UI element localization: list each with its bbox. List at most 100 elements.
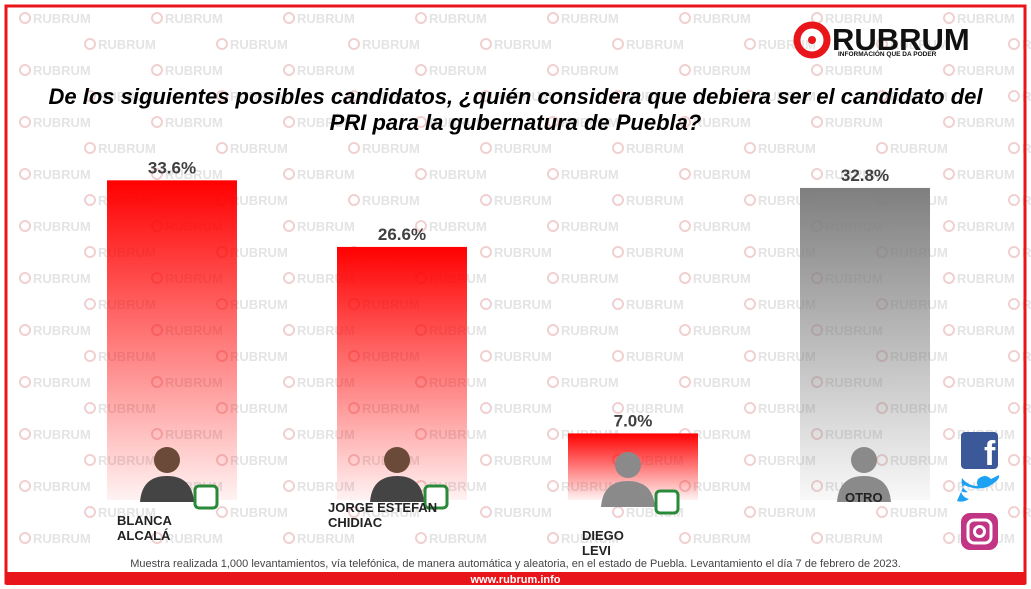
facebook-icon[interactable]	[961, 432, 998, 469]
watermark-dot	[151, 532, 163, 544]
logo-name: RUBRUM	[832, 22, 970, 57]
watermark: RUBRUM	[561, 115, 619, 130]
twitter-icon[interactable]	[957, 475, 1000, 502]
watermark: RUBRUM	[165, 115, 223, 130]
watermark-dot	[348, 38, 360, 50]
watermark: RUBRUM	[429, 63, 487, 78]
logo-tagline: INFORMACIÓN QUE DA PODER	[838, 49, 937, 58]
watermark: RUBRUM	[494, 89, 552, 104]
watermark-dot	[679, 532, 691, 544]
watermark: RUBRUM	[362, 141, 420, 156]
candidate-head	[851, 447, 877, 473]
watermark: RUBRUM	[693, 479, 751, 494]
watermark-dot	[811, 12, 823, 24]
category-label: JORGE ESTEFAN CHIDIAC	[328, 500, 438, 530]
watermark-dot	[744, 142, 756, 154]
watermark: RUBRUM	[297, 219, 355, 234]
watermark: RUBRUM	[494, 297, 552, 312]
watermark-dot	[811, 116, 823, 128]
watermark-dot	[943, 168, 955, 180]
watermark-dot	[216, 90, 228, 102]
watermark: RUBRUM	[693, 375, 751, 390]
watermark: RUBRUM	[494, 245, 552, 260]
watermark-dot	[283, 168, 295, 180]
watermark-dot	[943, 116, 955, 128]
watermark-dot	[283, 428, 295, 440]
watermark-dot	[19, 220, 31, 232]
watermark-dot	[547, 116, 559, 128]
watermark-dot	[679, 64, 691, 76]
watermark-dot	[1008, 350, 1020, 362]
watermark-dot	[679, 272, 691, 284]
watermark: RUBRUM	[957, 375, 1015, 390]
watermark: RUBRUM	[825, 167, 883, 182]
watermark-dot	[612, 38, 624, 50]
watermark: RUBRUM	[33, 375, 91, 390]
watermark: RUBRUM	[825, 63, 883, 78]
watermark: RUBRUM	[693, 531, 751, 546]
watermark-dot	[679, 168, 691, 180]
website[interactable]: www.rubrum.info	[470, 574, 561, 586]
watermark-dot	[415, 116, 427, 128]
watermark-dot	[415, 168, 427, 180]
watermark: RUBRUM	[758, 37, 816, 52]
value-label: 32.8%	[841, 166, 889, 185]
watermark-dot	[84, 194, 96, 206]
watermark-dot	[943, 428, 955, 440]
watermark: RUBRUM	[494, 401, 552, 416]
watermark: RUBRUM	[561, 167, 619, 182]
watermark: RUBRUM	[825, 115, 883, 130]
watermark: RUBRUM	[33, 323, 91, 338]
watermark-dot	[612, 194, 624, 206]
watermark-dot	[943, 480, 955, 492]
category-label: DIEGO LEVI	[582, 528, 624, 558]
watermark: RUBRUM	[494, 349, 552, 364]
watermark-dot	[216, 506, 228, 518]
watermark: RUBRUM	[33, 63, 91, 78]
watermark: RUBRUM	[957, 63, 1015, 78]
watermark-dot	[612, 246, 624, 258]
watermark-dot	[19, 116, 31, 128]
watermark: RUBRUM	[98, 141, 156, 156]
watermark: RUBRUM	[494, 193, 552, 208]
watermark: RUBRUM	[230, 141, 288, 156]
candidate-body	[140, 476, 194, 502]
watermark: RUBRUM	[890, 37, 948, 52]
watermark-dot	[679, 220, 691, 232]
watermark: RUBRUM	[33, 11, 91, 26]
watermark: RUBRUM	[758, 505, 816, 520]
watermark-dot	[415, 220, 427, 232]
watermark-dot	[744, 246, 756, 258]
watermark-dot	[547, 532, 559, 544]
watermark: RUBRUM	[494, 505, 552, 520]
value-label: 7.0%	[614, 411, 653, 430]
watermark-dot	[348, 142, 360, 154]
watermark: RUBRUM	[297, 63, 355, 78]
watermark-dot	[612, 506, 624, 518]
watermark-dot	[876, 38, 888, 50]
watermark-dot	[480, 350, 492, 362]
watermark-dot	[547, 272, 559, 284]
watermark-dot	[19, 480, 31, 492]
watermark: RUBRUM	[33, 115, 91, 130]
watermark: RUBRUM	[890, 505, 948, 520]
watermark-dot	[943, 12, 955, 24]
watermark-dot	[876, 142, 888, 154]
watermark: RUBRUM	[230, 89, 288, 104]
watermark-dot	[744, 90, 756, 102]
watermark-dot	[943, 532, 955, 544]
watermark: RUBRUM	[693, 167, 751, 182]
watermark-dot	[216, 142, 228, 154]
watermark-dot	[283, 116, 295, 128]
watermark: RUBRUM	[297, 531, 355, 546]
watermark: RUBRUM	[957, 167, 1015, 182]
watermark: RUBRUM	[165, 167, 223, 182]
watermark: RUBRUM	[429, 219, 487, 234]
watermark-dot	[84, 454, 96, 466]
watermark: RUBRUM	[957, 271, 1015, 286]
watermark-dot	[283, 376, 295, 388]
watermark: RUBRUM	[98, 89, 156, 104]
watermark: RUBRUM	[98, 505, 156, 520]
